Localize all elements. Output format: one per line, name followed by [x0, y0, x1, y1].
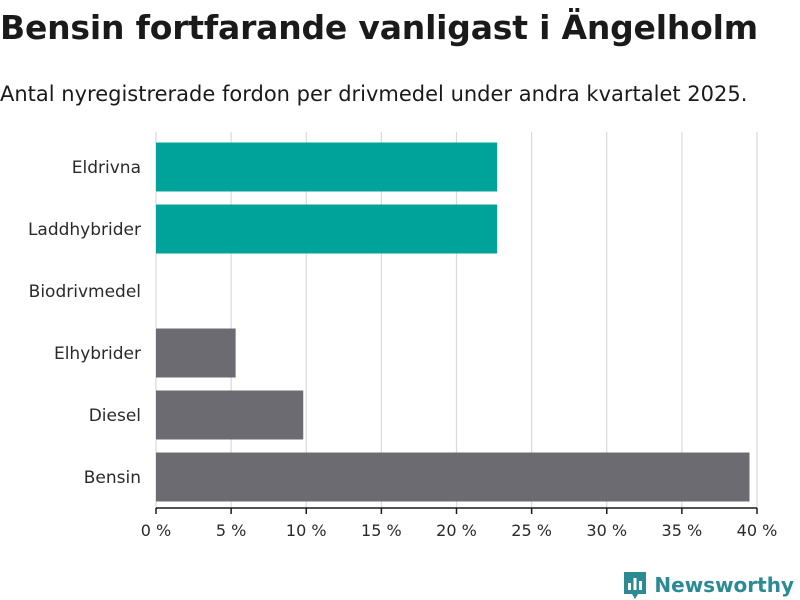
category-label: Elhybrider [54, 344, 141, 364]
category-label: Bensin [84, 468, 141, 488]
bar [156, 204, 498, 254]
bar [156, 142, 498, 192]
brand-name: Newsworthy [654, 573, 794, 597]
x-tick-label: 10 % [286, 521, 327, 540]
x-tick-label: 5 % [216, 521, 246, 540]
x-tick-label: 40 % [737, 521, 778, 540]
category-label: Laddhybrider [28, 220, 141, 240]
category-label: Eldrivna [72, 158, 141, 178]
x-tick-label: 0 % [141, 521, 171, 540]
category-label: Diesel [89, 406, 141, 426]
brand-logo: Newsworthy [622, 570, 794, 600]
bar [156, 328, 236, 378]
x-tick-label: 35 % [662, 521, 703, 540]
x-tick-label: 30 % [586, 521, 627, 540]
chart-title: Bensin fortfarande vanligast i Ängelholm [0, 8, 758, 47]
bar [156, 452, 750, 502]
category-label: Biodrivmedel [29, 282, 141, 302]
x-tick-label: 25 % [511, 521, 552, 540]
chart-subtitle: Antal nyregistrerade fordon per drivmede… [0, 82, 748, 106]
bar-chart-speech-bubble-icon [622, 570, 648, 600]
x-tick-label: 15 % [361, 521, 402, 540]
x-tick-label: 20 % [436, 521, 477, 540]
bar [156, 390, 304, 440]
